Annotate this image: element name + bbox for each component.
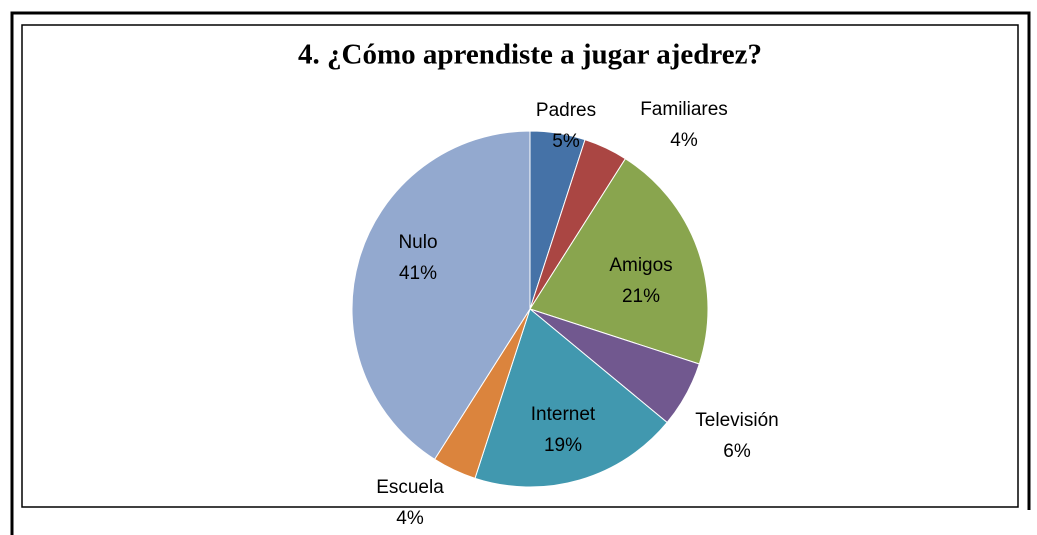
pie-slice <box>474 308 668 488</box>
slice-label: Escuela <box>376 477 444 498</box>
slice-value-label: 4% <box>670 130 698 151</box>
slice-label: Internet <box>531 404 596 425</box>
slice-value-label: 21% <box>622 286 660 307</box>
slice-label: Padres <box>536 100 596 121</box>
slice-value-label: 4% <box>396 508 424 529</box>
slice-value-label: 5% <box>552 131 580 152</box>
slice-value-label: 19% <box>544 435 582 456</box>
chart-frame <box>21 24 1019 508</box>
slice-label: Amigos <box>609 255 672 276</box>
pie-slice <box>529 158 709 365</box>
pie-slice <box>351 130 531 460</box>
slice-label: Televisión <box>695 410 778 431</box>
slice-label: Nulo <box>398 232 437 253</box>
slice-value-label: 6% <box>723 441 751 462</box>
slice-label: Familiares <box>640 99 728 120</box>
outer-frame <box>10 11 1031 535</box>
chart-title: 4. ¿Cómo aprendiste a jugar ajedrez? <box>298 39 762 71</box>
slice-value-label: 41% <box>399 263 437 284</box>
